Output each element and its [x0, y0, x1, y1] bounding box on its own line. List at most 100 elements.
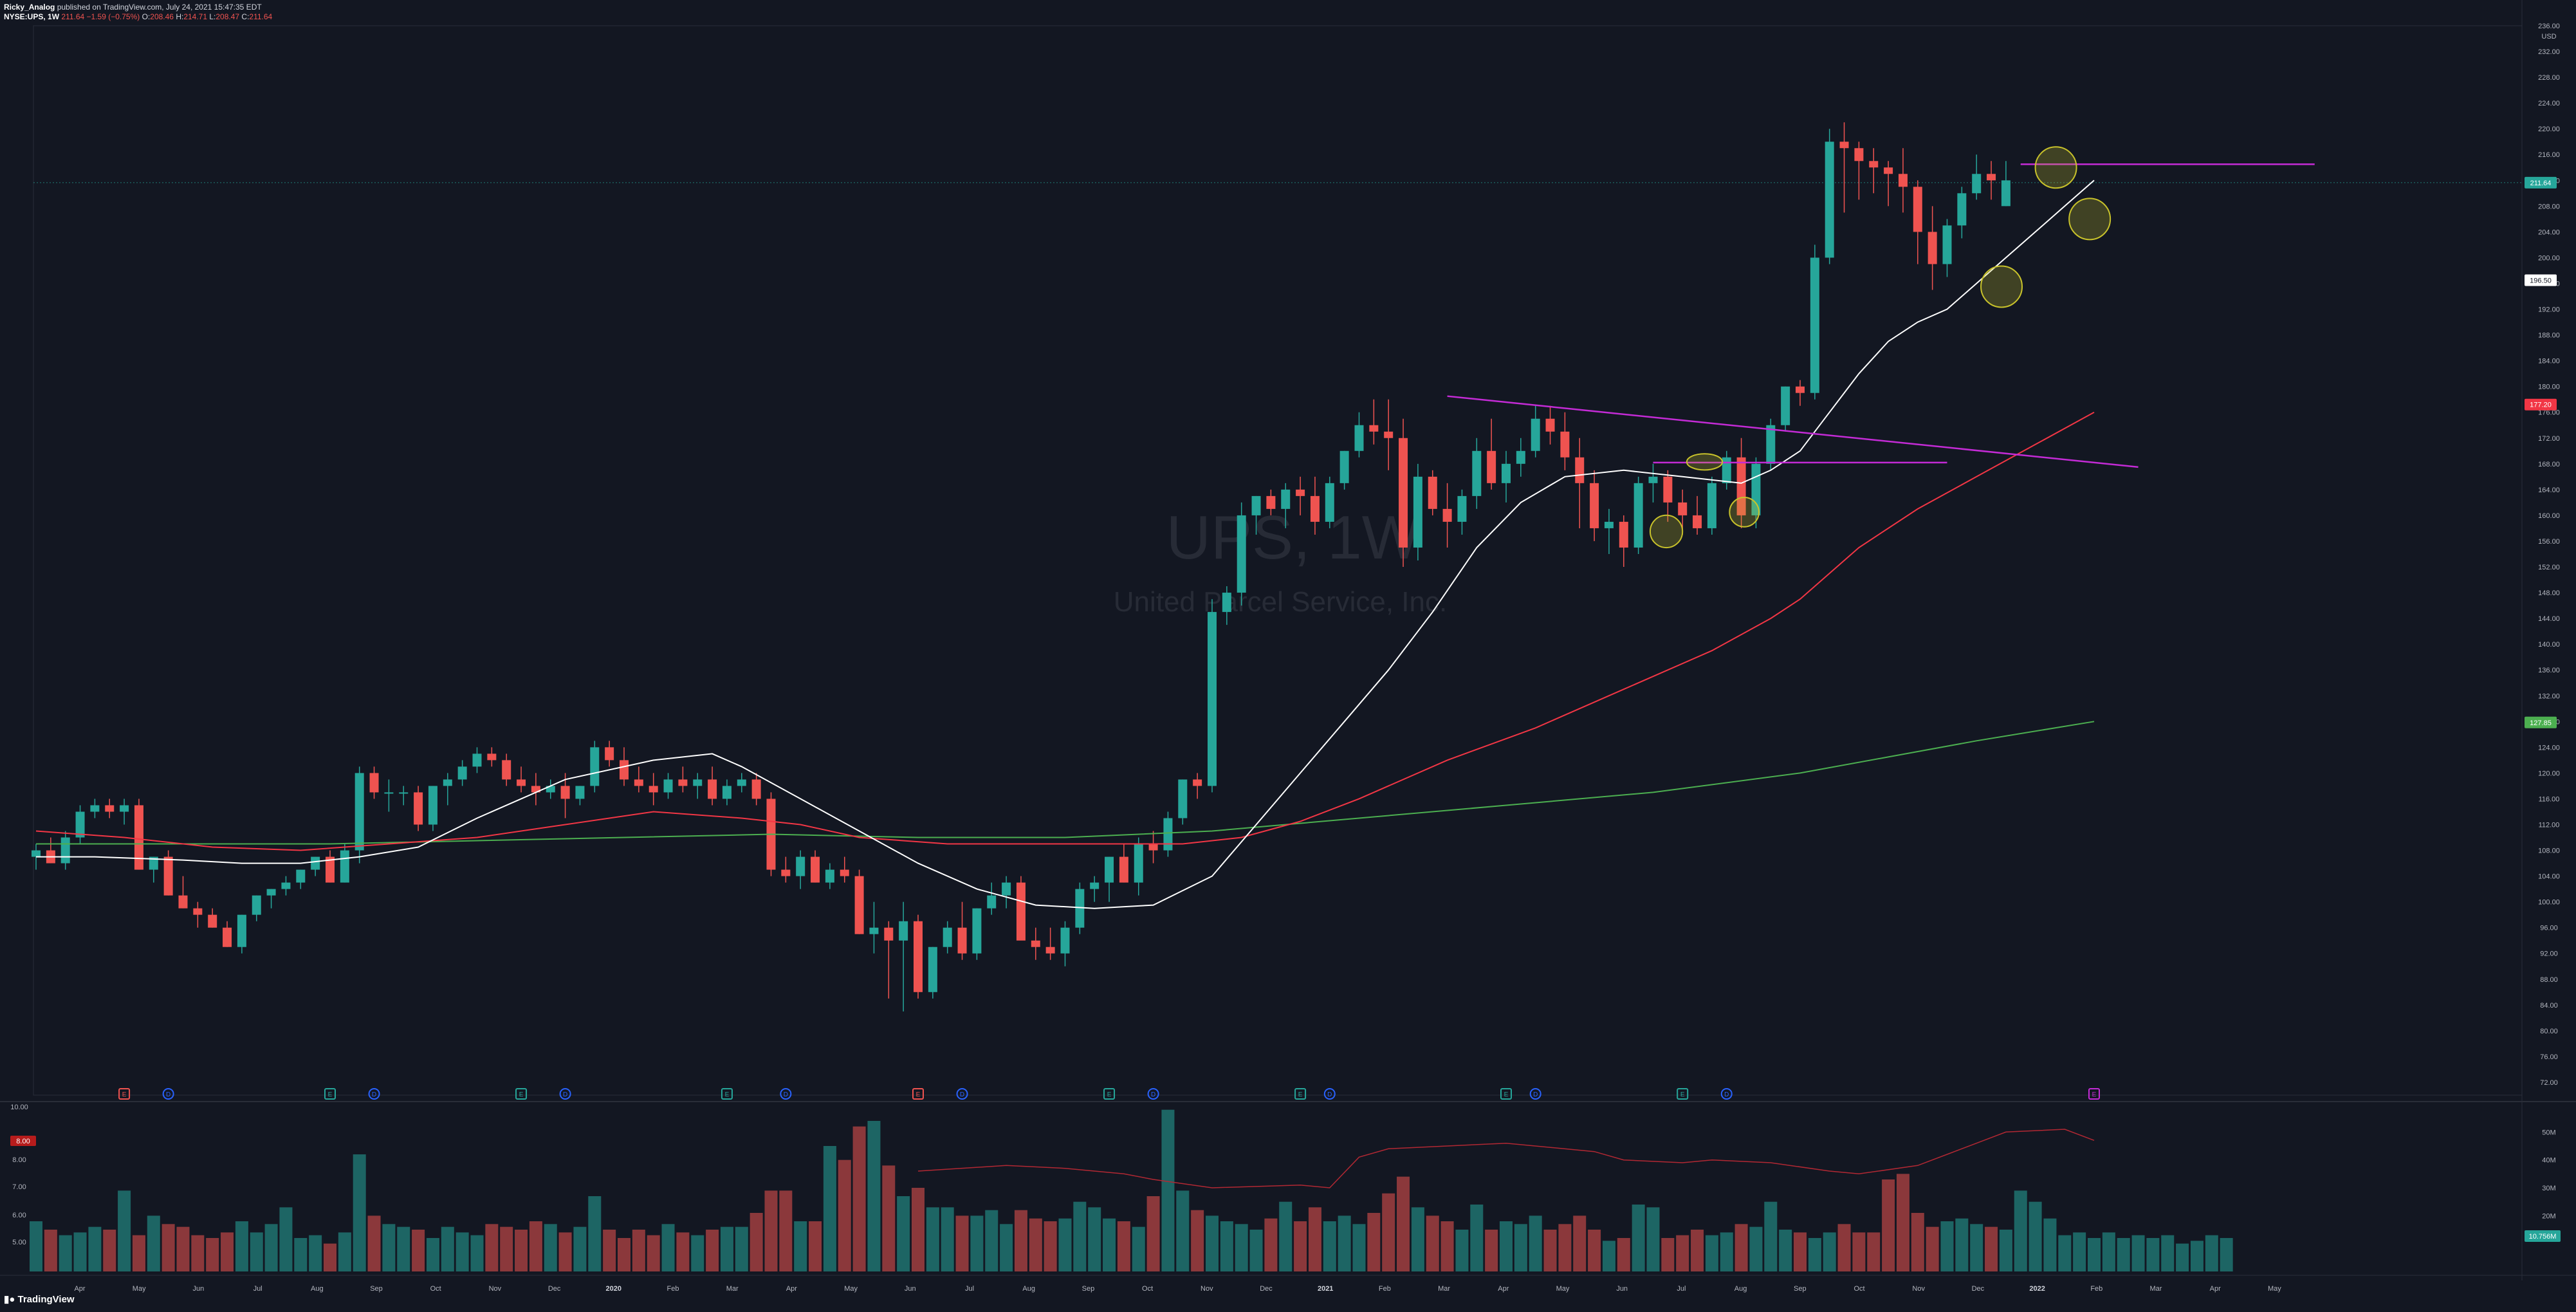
- volume-bar[interactable]: [544, 1224, 557, 1271]
- volume-bar[interactable]: [1146, 1196, 1160, 1271]
- volume-bar[interactable]: [1000, 1224, 1013, 1271]
- candle-down[interactable]: [1045, 947, 1055, 954]
- volume-bar[interactable]: [221, 1232, 234, 1271]
- volume-bar[interactable]: [353, 1154, 366, 1271]
- candle-up[interactable]: [928, 947, 937, 992]
- candle-down[interactable]: [781, 869, 791, 876]
- earnings-flag[interactable]: E: [2088, 1088, 2100, 1100]
- candle-down[interactable]: [487, 753, 497, 761]
- volume-bar[interactable]: [867, 1121, 881, 1271]
- volume-bar[interactable]: [73, 1232, 87, 1271]
- candle-down[interactable]: [1854, 148, 1864, 162]
- volume-bar[interactable]: [1837, 1224, 1851, 1271]
- candle-up[interactable]: [796, 856, 805, 876]
- candle-up[interactable]: [575, 786, 585, 799]
- candle-up[interactable]: [1237, 515, 1246, 593]
- volume-bar[interactable]: [1294, 1221, 1307, 1271]
- candle-down[interactable]: [517, 779, 526, 786]
- candle-down[interactable]: [605, 747, 614, 761]
- sma-green-line[interactable]: [36, 721, 2095, 845]
- candle-up[interactable]: [428, 786, 437, 825]
- volume-bar[interactable]: [132, 1235, 145, 1271]
- volume-bar[interactable]: [2146, 1238, 2160, 1271]
- volume-bar[interactable]: [2161, 1235, 2175, 1271]
- candle-up[interactable]: [60, 837, 70, 864]
- candle-down[interactable]: [105, 805, 115, 812]
- earnings-flag[interactable]: E: [324, 1088, 336, 1100]
- candle-down[interactable]: [649, 786, 658, 793]
- volume-bar[interactable]: [632, 1230, 645, 1271]
- earnings-flag[interactable]: E: [1677, 1088, 1689, 1100]
- volume-bar[interactable]: [1206, 1215, 1219, 1271]
- dividend-flag[interactable]: D: [956, 1088, 968, 1100]
- volume-bar[interactable]: [1808, 1238, 1821, 1271]
- candle-down[interactable]: [1487, 450, 1496, 483]
- volume-bar[interactable]: [852, 1126, 866, 1271]
- candle-down[interactable]: [1545, 418, 1555, 432]
- candle-up[interactable]: [1781, 386, 1790, 425]
- volume-bar[interactable]: [1264, 1218, 1278, 1271]
- candle-up[interactable]: [1105, 856, 1114, 883]
- volume-bar[interactable]: [382, 1224, 396, 1271]
- candle-down[interactable]: [1796, 386, 1805, 393]
- candle-up[interactable]: [1060, 927, 1070, 954]
- volume-bar[interactable]: [1823, 1232, 1836, 1271]
- volume-bar[interactable]: [970, 1215, 984, 1271]
- candle-up[interactable]: [1516, 450, 1525, 464]
- volume-bar[interactable]: [1705, 1235, 1718, 1271]
- candle-up[interactable]: [1472, 450, 1482, 496]
- volume-bar[interactable]: [1661, 1238, 1675, 1271]
- volume-bar[interactable]: [897, 1196, 910, 1271]
- earnings-flag[interactable]: E: [118, 1088, 131, 1100]
- candle-down[interactable]: [1399, 438, 1408, 548]
- volume-bar[interactable]: [206, 1238, 219, 1271]
- candle-up[interactable]: [252, 895, 261, 915]
- volume-bar[interactable]: [1470, 1205, 1484, 1271]
- candle-up[interactable]: [1810, 257, 1819, 393]
- volume-bar[interactable]: [264, 1224, 278, 1271]
- volume-bar[interactable]: [941, 1207, 954, 1271]
- highlight-ellipse[interactable]: [1686, 453, 1724, 471]
- volume-bar[interactable]: [2029, 1201, 2042, 1271]
- candle-up[interactable]: [75, 811, 85, 838]
- candle-down[interactable]: [957, 927, 967, 954]
- volume-bar[interactable]: [691, 1235, 704, 1271]
- candle-up[interactable]: [2001, 180, 2010, 207]
- volume-bar[interactable]: [2131, 1235, 2145, 1271]
- candle-down[interactable]: [502, 760, 511, 780]
- volume-bar[interactable]: [1676, 1235, 1689, 1271]
- volume-bar[interactable]: [1440, 1221, 1454, 1271]
- volume-bar[interactable]: [1720, 1232, 1733, 1271]
- candle-up[interactable]: [1957, 193, 1967, 226]
- volume-bar[interactable]: [1411, 1207, 1424, 1271]
- volume-bar[interactable]: [118, 1190, 131, 1271]
- candle-up[interactable]: [120, 805, 129, 812]
- candle-up[interactable]: [354, 773, 364, 851]
- candle-down[interactable]: [1575, 457, 1585, 483]
- candle-up[interactable]: [1325, 483, 1334, 522]
- volume-bar[interactable]: [1455, 1230, 1469, 1271]
- candle-down[interactable]: [1369, 425, 1379, 432]
- earnings-flag[interactable]: E: [1294, 1088, 1307, 1100]
- candle-up[interactable]: [1251, 495, 1261, 515]
- candle-up[interactable]: [1208, 612, 1217, 786]
- candle-up[interactable]: [546, 786, 555, 793]
- candle-down[interactable]: [1898, 174, 1908, 187]
- candle-up[interactable]: [1633, 483, 1643, 548]
- volume-bar[interactable]: [470, 1235, 484, 1271]
- volume-bar[interactable]: [324, 1243, 336, 1271]
- volume-bar[interactable]: [720, 1226, 733, 1271]
- volume-bar[interactable]: [985, 1210, 998, 1271]
- volume-bar[interactable]: [1514, 1224, 1527, 1271]
- volume-bar[interactable]: [1896, 1174, 1909, 1271]
- candle-down[interactable]: [884, 927, 894, 941]
- candle-up[interactable]: [1002, 882, 1011, 896]
- candle-down[interactable]: [163, 856, 173, 896]
- volume-bar[interactable]: [161, 1224, 175, 1271]
- volume-bar[interactable]: [779, 1190, 793, 1271]
- volume-bar[interactable]: [1014, 1210, 1027, 1271]
- volume-bar[interactable]: [1176, 1190, 1190, 1271]
- volume-bar[interactable]: [1749, 1226, 1763, 1271]
- candle-down[interactable]: [1310, 495, 1320, 522]
- sma-red-line[interactable]: [35, 411, 2095, 851]
